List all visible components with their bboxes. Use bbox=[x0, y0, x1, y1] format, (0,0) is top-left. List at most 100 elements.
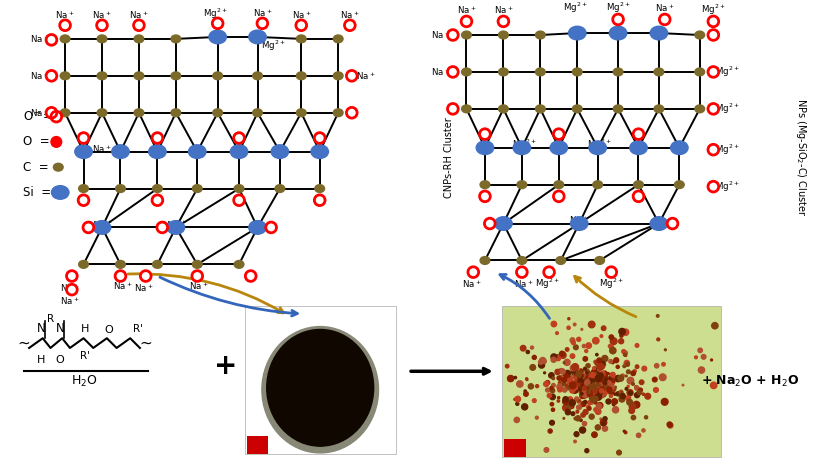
Ellipse shape bbox=[517, 181, 527, 189]
Text: Na$^+$: Na$^+$ bbox=[60, 295, 79, 307]
Circle shape bbox=[588, 382, 592, 385]
Ellipse shape bbox=[167, 220, 184, 234]
Circle shape bbox=[587, 374, 592, 379]
Circle shape bbox=[566, 401, 571, 406]
Text: Na$^+$: Na$^+$ bbox=[340, 10, 360, 21]
Circle shape bbox=[590, 381, 596, 387]
Circle shape bbox=[708, 181, 719, 192]
Circle shape bbox=[592, 432, 597, 438]
Circle shape bbox=[588, 389, 590, 392]
Circle shape bbox=[592, 387, 599, 393]
Circle shape bbox=[599, 379, 603, 383]
Circle shape bbox=[631, 371, 635, 376]
Circle shape bbox=[592, 380, 595, 383]
Circle shape bbox=[591, 376, 597, 381]
Circle shape bbox=[606, 382, 610, 386]
Circle shape bbox=[498, 16, 509, 27]
Circle shape bbox=[552, 408, 555, 412]
Text: + Na$_2$O + H$_2$O: + Na$_2$O + H$_2$O bbox=[701, 374, 800, 389]
Circle shape bbox=[582, 378, 588, 384]
Circle shape bbox=[314, 133, 325, 143]
Circle shape bbox=[598, 385, 600, 387]
Circle shape bbox=[581, 384, 588, 391]
Circle shape bbox=[603, 376, 606, 379]
Circle shape bbox=[485, 218, 495, 229]
Circle shape bbox=[569, 385, 574, 390]
Text: Na$^+$: Na$^+$ bbox=[457, 4, 476, 15]
Ellipse shape bbox=[315, 185, 324, 193]
Circle shape bbox=[515, 396, 520, 402]
Circle shape bbox=[708, 16, 719, 27]
Circle shape bbox=[620, 393, 624, 396]
Circle shape bbox=[579, 369, 582, 372]
Text: Na$^+$: Na$^+$ bbox=[189, 280, 209, 292]
Circle shape bbox=[612, 379, 615, 382]
Circle shape bbox=[447, 66, 458, 77]
Circle shape bbox=[572, 374, 574, 376]
Circle shape bbox=[577, 383, 581, 387]
Circle shape bbox=[588, 383, 594, 390]
Circle shape bbox=[590, 382, 595, 386]
Circle shape bbox=[595, 353, 598, 356]
Circle shape bbox=[609, 382, 611, 385]
Circle shape bbox=[480, 129, 490, 140]
Circle shape bbox=[551, 321, 557, 327]
Circle shape bbox=[97, 20, 108, 31]
Circle shape bbox=[601, 326, 606, 331]
Circle shape bbox=[548, 429, 552, 433]
Circle shape bbox=[569, 382, 576, 389]
Circle shape bbox=[589, 414, 594, 419]
Circle shape bbox=[583, 387, 586, 389]
Circle shape bbox=[591, 371, 595, 374]
Circle shape bbox=[570, 403, 574, 407]
Circle shape bbox=[595, 394, 601, 400]
Circle shape bbox=[46, 71, 57, 81]
Circle shape bbox=[585, 370, 588, 372]
Circle shape bbox=[576, 371, 582, 377]
Ellipse shape bbox=[535, 31, 545, 39]
Circle shape bbox=[157, 222, 168, 233]
Circle shape bbox=[590, 383, 592, 385]
Circle shape bbox=[562, 388, 566, 392]
Circle shape bbox=[581, 378, 584, 381]
Circle shape bbox=[585, 381, 591, 387]
Circle shape bbox=[589, 380, 595, 386]
Circle shape bbox=[571, 341, 576, 345]
Circle shape bbox=[595, 390, 598, 393]
Circle shape bbox=[595, 398, 598, 401]
Circle shape bbox=[577, 386, 581, 390]
Circle shape bbox=[141, 271, 151, 281]
Circle shape bbox=[595, 425, 600, 430]
Circle shape bbox=[708, 66, 719, 77]
Circle shape bbox=[601, 371, 608, 377]
Text: Mg$^{2+}$: Mg$^{2+}$ bbox=[606, 0, 630, 15]
Ellipse shape bbox=[614, 68, 623, 76]
Ellipse shape bbox=[134, 35, 144, 43]
Ellipse shape bbox=[593, 181, 603, 189]
Circle shape bbox=[595, 379, 600, 383]
Circle shape bbox=[595, 387, 600, 392]
Circle shape bbox=[573, 323, 576, 326]
Circle shape bbox=[623, 329, 629, 335]
Circle shape bbox=[565, 384, 567, 387]
Circle shape bbox=[461, 16, 472, 27]
Circle shape bbox=[594, 374, 600, 380]
Circle shape bbox=[257, 18, 268, 29]
Circle shape bbox=[552, 384, 555, 387]
Circle shape bbox=[595, 377, 600, 381]
Circle shape bbox=[600, 335, 603, 338]
Circle shape bbox=[550, 420, 554, 425]
Circle shape bbox=[567, 397, 572, 402]
Ellipse shape bbox=[189, 145, 206, 159]
Circle shape bbox=[581, 413, 586, 417]
Circle shape bbox=[587, 380, 592, 385]
Circle shape bbox=[508, 376, 514, 382]
Text: Mg$^{2+}$: Mg$^{2+}$ bbox=[563, 0, 587, 15]
Ellipse shape bbox=[695, 68, 705, 76]
Circle shape bbox=[551, 354, 557, 360]
Circle shape bbox=[577, 383, 580, 386]
Circle shape bbox=[599, 361, 601, 364]
FancyBboxPatch shape bbox=[504, 439, 526, 457]
Circle shape bbox=[629, 391, 633, 395]
Circle shape bbox=[546, 380, 550, 385]
